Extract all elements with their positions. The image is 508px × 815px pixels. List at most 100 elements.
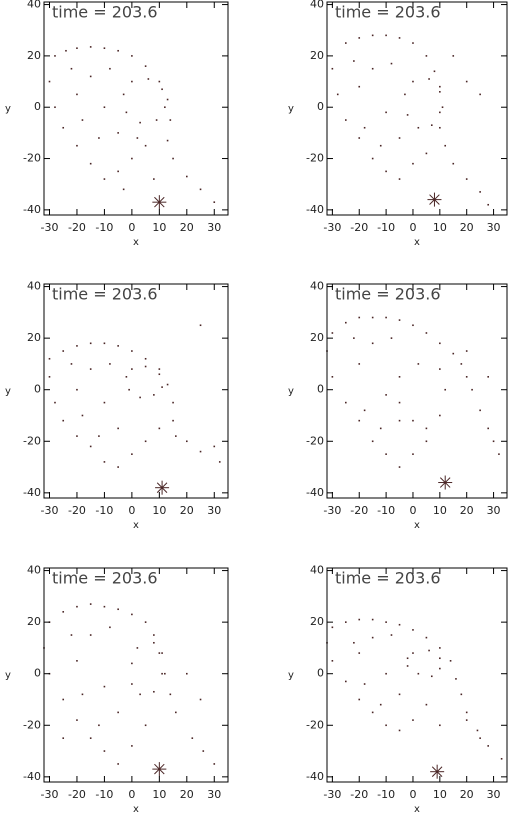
point (65, 49, 67, 52)
point (131, 613, 133, 616)
point (131, 55, 133, 57)
x-tick-label: -30 (41, 788, 59, 801)
y-axis-label: y (288, 104, 294, 115)
point (358, 698, 361, 701)
point (331, 376, 334, 378)
point (213, 763, 216, 765)
x-tick-label: 30 (207, 788, 221, 801)
x-axis-label: x (133, 237, 139, 248)
x-tick-label: 20 (180, 221, 194, 234)
point (161, 386, 163, 388)
point (103, 178, 106, 180)
point (353, 337, 355, 339)
point (353, 641, 355, 644)
point (131, 350, 133, 352)
x-tick-label: 0 (409, 504, 416, 517)
panel-title: time = 203.6 (335, 569, 441, 588)
y-tick-label: 40 (310, 564, 324, 577)
point (213, 445, 216, 448)
point (70, 363, 73, 365)
point (131, 683, 133, 685)
point (89, 75, 92, 78)
point (164, 106, 166, 109)
point (444, 144, 447, 147)
point (81, 414, 84, 417)
point (158, 427, 161, 430)
point (166, 383, 169, 386)
x-tick-label: -20 (350, 504, 368, 517)
point (128, 388, 130, 391)
point (439, 414, 441, 417)
point (398, 466, 401, 468)
plot-frame (326, 1, 508, 216)
point (161, 672, 163, 675)
x-tick-label: 0 (409, 221, 416, 234)
point (371, 636, 374, 639)
point (487, 203, 489, 206)
point (144, 621, 147, 623)
point (336, 93, 339, 96)
panel: -30 -20 -10 0 10 20 30 -40 -20 0 20 40 x y time = 203.… (288, 564, 508, 815)
point (406, 665, 409, 667)
x-tick-label: 10 (433, 788, 447, 801)
y-tick-label: 40 (27, 564, 41, 577)
point (331, 660, 334, 662)
point (172, 157, 174, 160)
point (460, 363, 463, 365)
point (331, 626, 334, 629)
panel: -30 -20 -10 0 10 20 30 -40 -20 0 20 40 x y time = 203.… (5, 0, 229, 248)
point (158, 652, 161, 654)
point (103, 342, 106, 345)
x-axis-label: x (414, 237, 420, 248)
y-tick-label: 0 (317, 383, 324, 396)
x-tick-label: 30 (487, 504, 501, 517)
point (425, 152, 428, 155)
x-tick-label: -20 (68, 788, 86, 801)
point (439, 368, 441, 370)
x-tick-label: -10 (377, 788, 395, 801)
point (144, 65, 147, 67)
point (439, 647, 441, 649)
point (166, 98, 169, 101)
point (498, 453, 500, 455)
star-marker (438, 475, 453, 490)
point (169, 693, 172, 696)
point (439, 111, 441, 114)
point (452, 55, 455, 57)
point (465, 350, 468, 352)
point (406, 114, 409, 116)
y-tick-label: -40 (23, 203, 41, 216)
x-tick-label: -30 (323, 504, 341, 517)
x-tick-label: 30 (487, 788, 501, 801)
y-tick-label: 20 (310, 615, 324, 628)
point (161, 88, 163, 91)
point (425, 332, 428, 334)
point (103, 750, 106, 752)
point (460, 693, 463, 696)
point (139, 121, 141, 124)
point (471, 388, 473, 391)
point (379, 427, 382, 430)
point (117, 345, 119, 347)
point (62, 126, 65, 129)
point (441, 106, 444, 109)
point (479, 409, 481, 412)
point (117, 49, 119, 52)
y-tick-label: 20 (310, 331, 324, 344)
y-axis-label: y (5, 670, 11, 681)
point (89, 342, 92, 345)
point (186, 440, 188, 443)
x-tick-label: -20 (350, 221, 368, 234)
point (191, 737, 194, 739)
star-marker (430, 764, 445, 779)
point (144, 365, 147, 368)
point (385, 724, 387, 727)
x-tick-label: 10 (433, 221, 447, 234)
y-tick-label: -20 (306, 718, 324, 731)
x-tick-label: 10 (152, 504, 166, 517)
point (412, 162, 414, 165)
point (358, 316, 361, 319)
point (439, 91, 441, 93)
point (199, 324, 202, 327)
point (117, 427, 119, 430)
